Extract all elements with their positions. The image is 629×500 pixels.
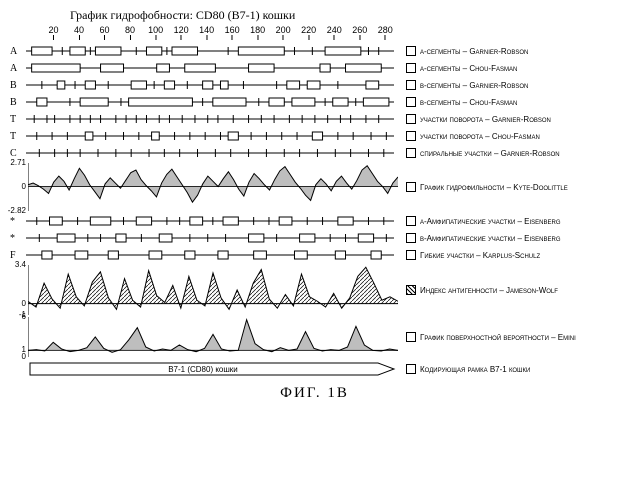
- track-letter: C: [10, 148, 24, 159]
- legend-box: [406, 63, 416, 73]
- track-row: B β-сегменты – Chou-Fasman: [10, 94, 619, 110]
- track-legend: α-Амфипатические участки – Eisenberg: [420, 217, 561, 226]
- coding-bar-label: B7-1 (CD80) кошки: [168, 365, 238, 374]
- plot-row: 2.710-2.82 График гидрофильности – Kyte-…: [10, 163, 619, 211]
- ruler-tick: 40: [74, 25, 84, 40]
- chart-area: 20 40 60 80 100 120 140 160 180 200 220 240 260 280 A…: [10, 25, 619, 377]
- plot-yaxis: 3.40-1: [10, 265, 28, 315]
- track-row: T участки поворота – Chou-Fasman: [10, 128, 619, 144]
- plot-legend: График поверхностной вероятности – Emini: [420, 333, 576, 342]
- plot-yaxis: 610: [10, 317, 28, 357]
- ruler-tick: 260: [352, 25, 367, 40]
- ruler-tick: 180: [250, 25, 265, 40]
- track-row: * β-Амфипатические участки – Eisenberg: [10, 230, 619, 246]
- coding-row: B7-1 (CD80) кошки Кодирующая рамка B7-1 …: [10, 361, 619, 377]
- track-letter: T: [10, 114, 24, 125]
- track-legend: β-Амфипатические участки – Eisenberg: [420, 234, 561, 243]
- track-row: C спиральные участки – Garnier-Robson: [10, 145, 619, 161]
- legend-box: [406, 148, 416, 158]
- legend-box: [406, 182, 416, 192]
- ruler-tick: 80: [125, 25, 135, 40]
- surface-plot: 610 График поверхностной вероятности – E…: [10, 317, 619, 357]
- ruler-tick: 220: [301, 25, 316, 40]
- legend-box: [406, 216, 416, 226]
- chart-title: График гидрофобности: CD80 (B7-1) кошки: [70, 8, 619, 23]
- track-legend: Гибкие участки – Karplus-Schulz: [420, 251, 540, 260]
- track-legend: α-сегменты – Chou-Fasman: [420, 64, 517, 73]
- ruler: 20 40 60 80 100 120 140 160 180 200 220 240 260 280: [28, 25, 398, 43]
- track-legend: спиральные участки – Garnier-Robson: [420, 149, 560, 158]
- track-letter: B: [10, 97, 24, 108]
- ruler-tick: 60: [100, 25, 110, 40]
- legend-box: [406, 233, 416, 243]
- track-letter: A: [10, 46, 24, 57]
- plot-legend: График гидрофильности – Kyte-Doolittle: [420, 183, 568, 192]
- ruler-tick: 20: [49, 25, 59, 40]
- track-letter: *: [10, 233, 24, 244]
- ruler-tick: 200: [276, 25, 291, 40]
- figure-caption: ФИГ. 1В: [10, 385, 619, 402]
- track-row: T участки поворота – Garnier-Robson: [10, 111, 619, 127]
- ruler-tick: 100: [148, 25, 163, 40]
- legend-box: [406, 364, 416, 374]
- legend-box: [406, 80, 416, 90]
- track-row: F Гибкие участки – Karplus-Schulz: [10, 247, 619, 263]
- antigenicity-plot: 3.40-1 Индекс антигенности – Jameson-Wol…: [10, 265, 619, 315]
- track-row: B β-сегменты – Garnier-Robson: [10, 77, 619, 93]
- track-legend: α-сегменты – Garnier-Robson: [420, 47, 528, 56]
- legend-box: [406, 97, 416, 107]
- legend-box: [406, 114, 416, 124]
- legend-box: [406, 285, 416, 295]
- legend-box: [406, 250, 416, 260]
- ruler-tick: 120: [174, 25, 189, 40]
- ruler-tick: 140: [199, 25, 214, 40]
- track-legend: β-сегменты – Chou-Fasman: [420, 98, 517, 107]
- track-letter: A: [10, 63, 24, 74]
- track-letter: T: [10, 131, 24, 142]
- ruler-tick: 280: [378, 25, 393, 40]
- secondary-tracks: A α-сегменты – Garnier-Robson A α-сегмен…: [10, 43, 619, 161]
- track-letter: F: [10, 250, 24, 261]
- track-legend: участки поворота – Garnier-Robson: [420, 115, 551, 124]
- track-letter: B: [10, 80, 24, 91]
- plot-legend: Индекс антигенности – Jameson-Wolf: [420, 286, 558, 295]
- plot-yaxis: 2.710-2.82: [10, 163, 28, 211]
- plot-row: 610 График поверхностной вероятности – E…: [10, 317, 619, 357]
- legend-box: [406, 332, 416, 342]
- legend-box: [406, 131, 416, 141]
- amphipathic-tracks: * α-Амфипатические участки – Eisenberg *…: [10, 213, 619, 263]
- track-row: * α-Амфипатические участки – Eisenberg: [10, 213, 619, 229]
- track-legend: участки поворота – Chou-Fasman: [420, 132, 540, 141]
- track-row: A α-сегменты – Garnier-Robson: [10, 43, 619, 59]
- legend-box: [406, 46, 416, 56]
- ruler-tick: 160: [225, 25, 240, 40]
- track-legend: β-сегменты – Garnier-Robson: [420, 81, 528, 90]
- hydrophilicity-plot: 2.710-2.82 График гидрофильности – Kyte-…: [10, 163, 619, 211]
- ruler-tick: 240: [327, 25, 342, 40]
- track-letter: *: [10, 216, 24, 227]
- track-row: A α-сегменты – Chou-Fasman: [10, 60, 619, 76]
- plot-row: 3.40-1 Индекс антигенности – Jameson-Wol…: [10, 265, 619, 315]
- coding-bar: B7-1 (CD80) кошки: [28, 361, 398, 377]
- coding-legend: Кодирующая рамка B7-1 кошки: [420, 365, 530, 374]
